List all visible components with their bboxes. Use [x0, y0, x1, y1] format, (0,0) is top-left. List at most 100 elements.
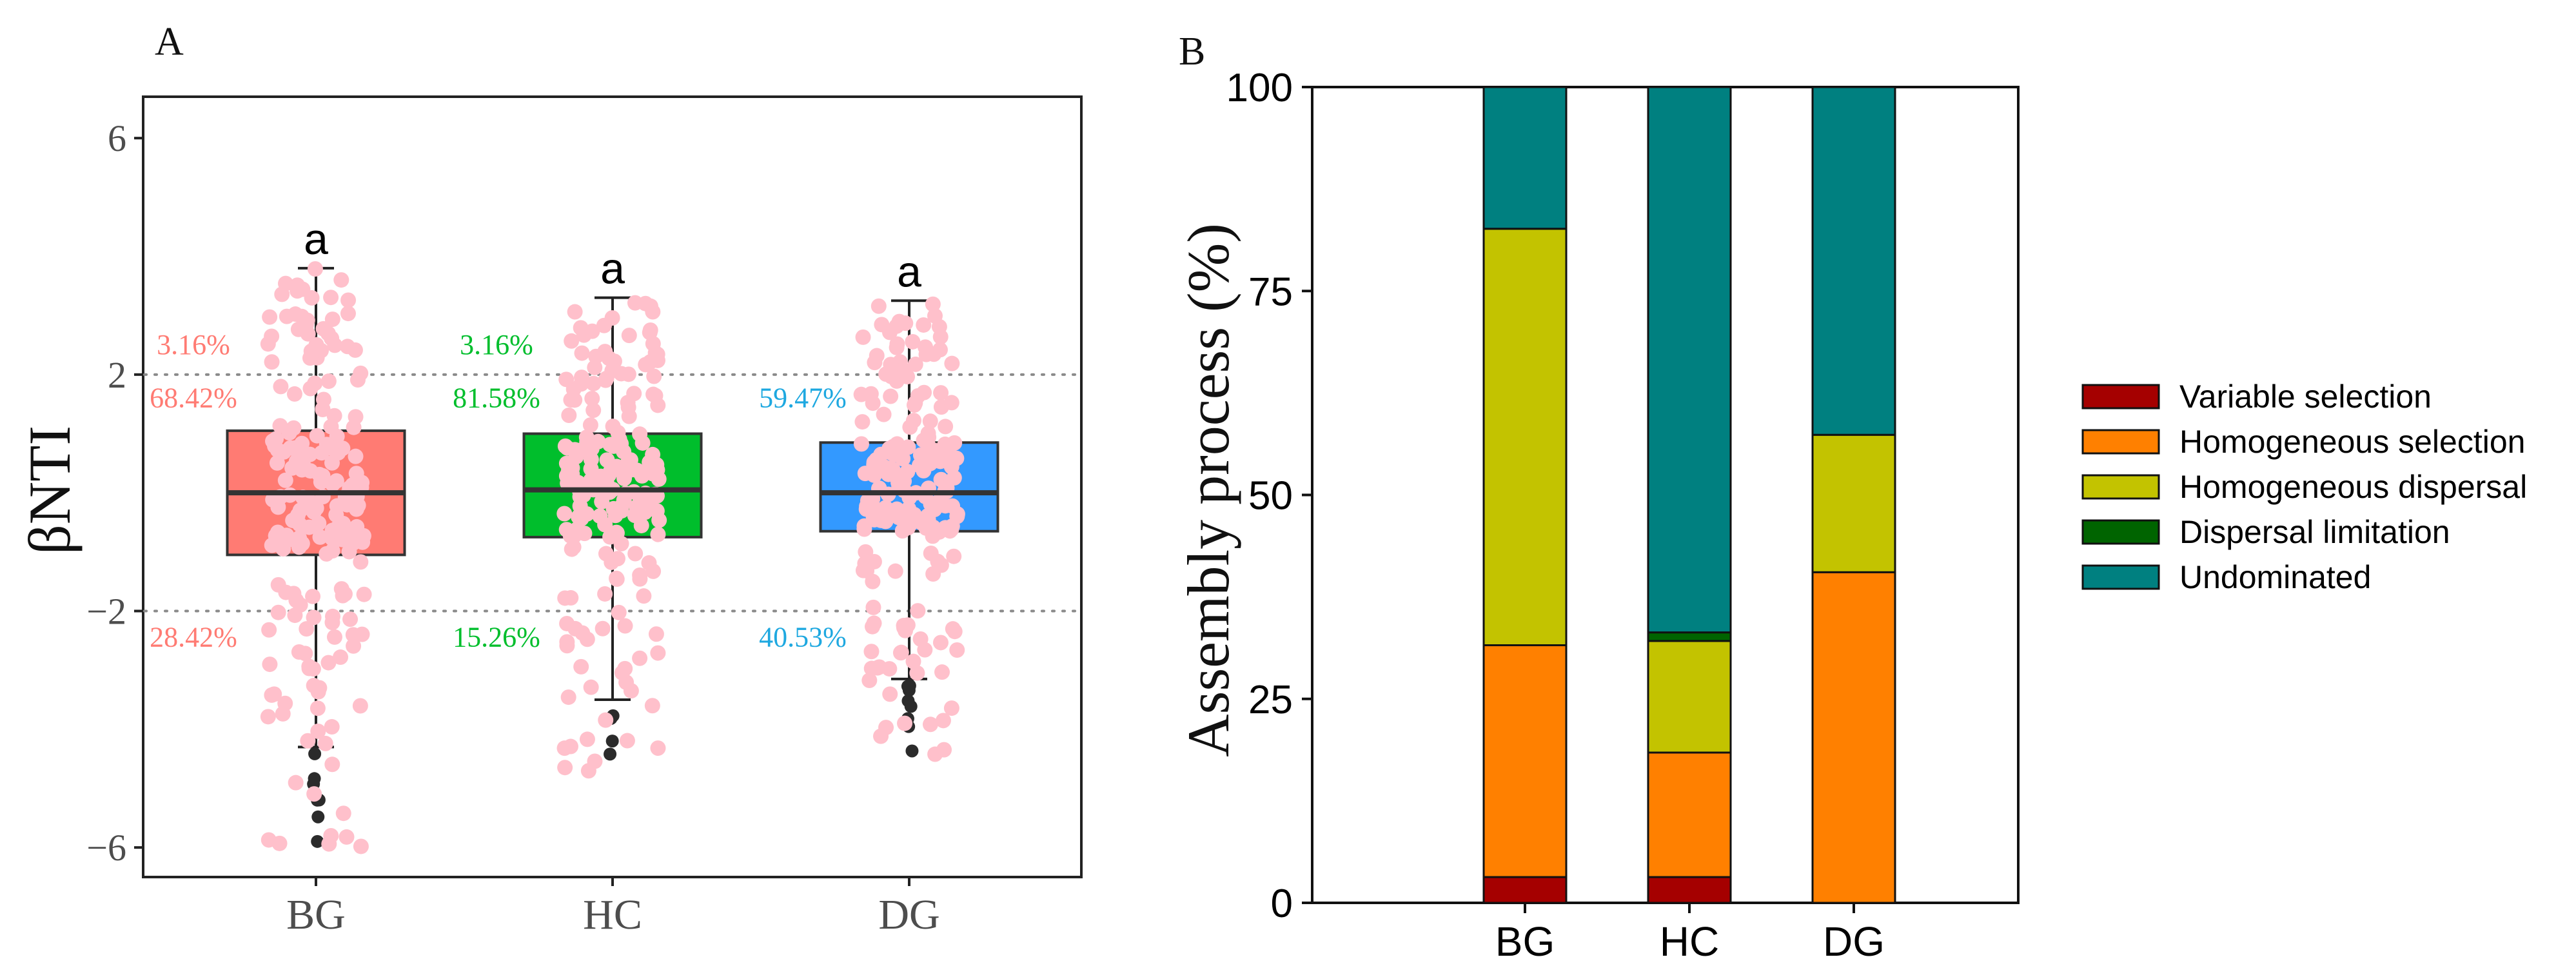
panel-a-point	[902, 516, 918, 532]
panel-a-point	[573, 658, 589, 675]
panel-a-point	[320, 655, 337, 671]
panel-a-point	[896, 618, 912, 634]
panel-a-point	[264, 537, 280, 553]
panel-a-point	[598, 546, 614, 562]
panel-a-point	[927, 308, 943, 324]
panel-a-point	[613, 366, 629, 382]
panel-a-point	[863, 644, 880, 660]
panel-b-bar-segment	[1482, 876, 1568, 904]
panel-a-point	[269, 455, 285, 471]
panel-a-point	[271, 835, 288, 851]
panel-a-point	[883, 388, 899, 404]
panel-a-point	[949, 642, 965, 658]
panel-a-point	[876, 406, 892, 422]
panel-a-percent-middle: 68.42%	[150, 382, 237, 413]
panel-b-bar-segment	[1647, 631, 1732, 642]
panel-a-point	[267, 438, 283, 454]
legend-swatch	[2081, 564, 2160, 590]
panel-a-point	[937, 520, 953, 536]
panel-a-point	[315, 401, 331, 417]
panel-a-point	[301, 519, 317, 535]
panel-a-point	[857, 466, 873, 482]
panel-a-point	[583, 679, 599, 695]
panel-a-point	[583, 451, 599, 468]
panel-a-significance-letter: a	[897, 247, 921, 296]
panel-a-point	[273, 379, 289, 395]
panel-a-point	[597, 517, 613, 533]
panel-a-point	[562, 523, 578, 539]
panel-a-outlier	[604, 747, 617, 761]
panel-a-point	[300, 326, 316, 342]
panel-a-point	[943, 459, 959, 475]
panel-a-point	[855, 562, 871, 578]
panel-a-point	[335, 440, 351, 457]
panel-a-point	[898, 315, 914, 331]
panel-a-point	[912, 447, 929, 463]
panel-a-point	[561, 407, 577, 423]
legend-label: Variable selection	[2179, 379, 2432, 415]
panel-a-point	[617, 660, 633, 676]
panel-a-percent-above: 3.16%	[157, 329, 230, 360]
panel-a-point	[925, 296, 941, 312]
panel-a-point	[650, 526, 666, 542]
panel-a-point	[565, 381, 582, 397]
panel-a-point	[916, 384, 932, 400]
panel-a-point	[645, 563, 662, 579]
panel-a-point	[340, 292, 357, 308]
panel-a-point	[335, 587, 351, 604]
panel-a-point	[585, 402, 602, 419]
panel-a-point	[272, 418, 288, 434]
panel-a-point	[567, 304, 583, 320]
panel-a-point	[860, 493, 876, 509]
panel-a-point	[560, 689, 576, 706]
panel-a-percent-above: 3.16%	[460, 329, 533, 360]
panel-a-point	[333, 272, 349, 288]
panel-b-bar-segment	[1482, 86, 1568, 230]
panel-a-point	[324, 311, 340, 328]
panel-a-point	[634, 435, 651, 451]
panel-a-point	[277, 472, 293, 488]
panel-a-point	[324, 615, 340, 631]
panel-a-point	[627, 546, 644, 562]
legend-label: Undominated	[2179, 559, 2371, 595]
panel-a-outlier	[901, 680, 914, 693]
panel-b-y-tick-label: 100	[1226, 66, 1293, 110]
panel-a-significance-letter: a	[304, 215, 328, 264]
panel-a-point	[909, 665, 925, 681]
panel-a-point	[930, 553, 946, 569]
panel-a-point	[947, 624, 963, 640]
panel-a-point	[556, 506, 573, 522]
panel-a-point	[557, 590, 573, 606]
panel-a-point	[304, 290, 320, 306]
panel-a-point	[605, 500, 622, 517]
panel-b-y-tick-label: 75	[1248, 270, 1293, 314]
panel-a-point	[646, 368, 662, 384]
panel-a-point	[936, 742, 952, 758]
panel-a-point	[945, 498, 961, 514]
panel-a-percent-below: 28.42%	[150, 622, 237, 653]
panel-b-bar-segment	[1647, 876, 1732, 904]
panel-a-point	[305, 588, 321, 604]
panel-a-point	[869, 660, 885, 676]
panel-b-y-axis-label: Assembly process (%)	[1175, 223, 1241, 757]
panel-a-point	[323, 419, 339, 435]
legend-label: Homogeneous dispersal	[2179, 469, 2527, 505]
panel-a-point	[597, 586, 613, 602]
panel-a-point	[601, 350, 617, 366]
panel-a-point	[564, 333, 580, 349]
panel-a-point	[621, 408, 637, 424]
panel-a-point	[274, 286, 290, 302]
panel-a-point	[883, 368, 900, 384]
panel-a-point	[329, 498, 345, 514]
panel-a-point	[923, 496, 939, 512]
panel-a-point	[907, 395, 923, 411]
panel-a-point	[286, 386, 302, 402]
panel-a-point	[317, 735, 333, 751]
panel-a-point	[305, 661, 321, 677]
panel-a-point	[918, 520, 934, 536]
panel-a-point	[579, 731, 595, 747]
panel-a-point	[901, 500, 917, 517]
panel-a-point	[323, 290, 339, 306]
panel-a-point	[650, 740, 666, 756]
panel-a-point	[277, 695, 293, 711]
